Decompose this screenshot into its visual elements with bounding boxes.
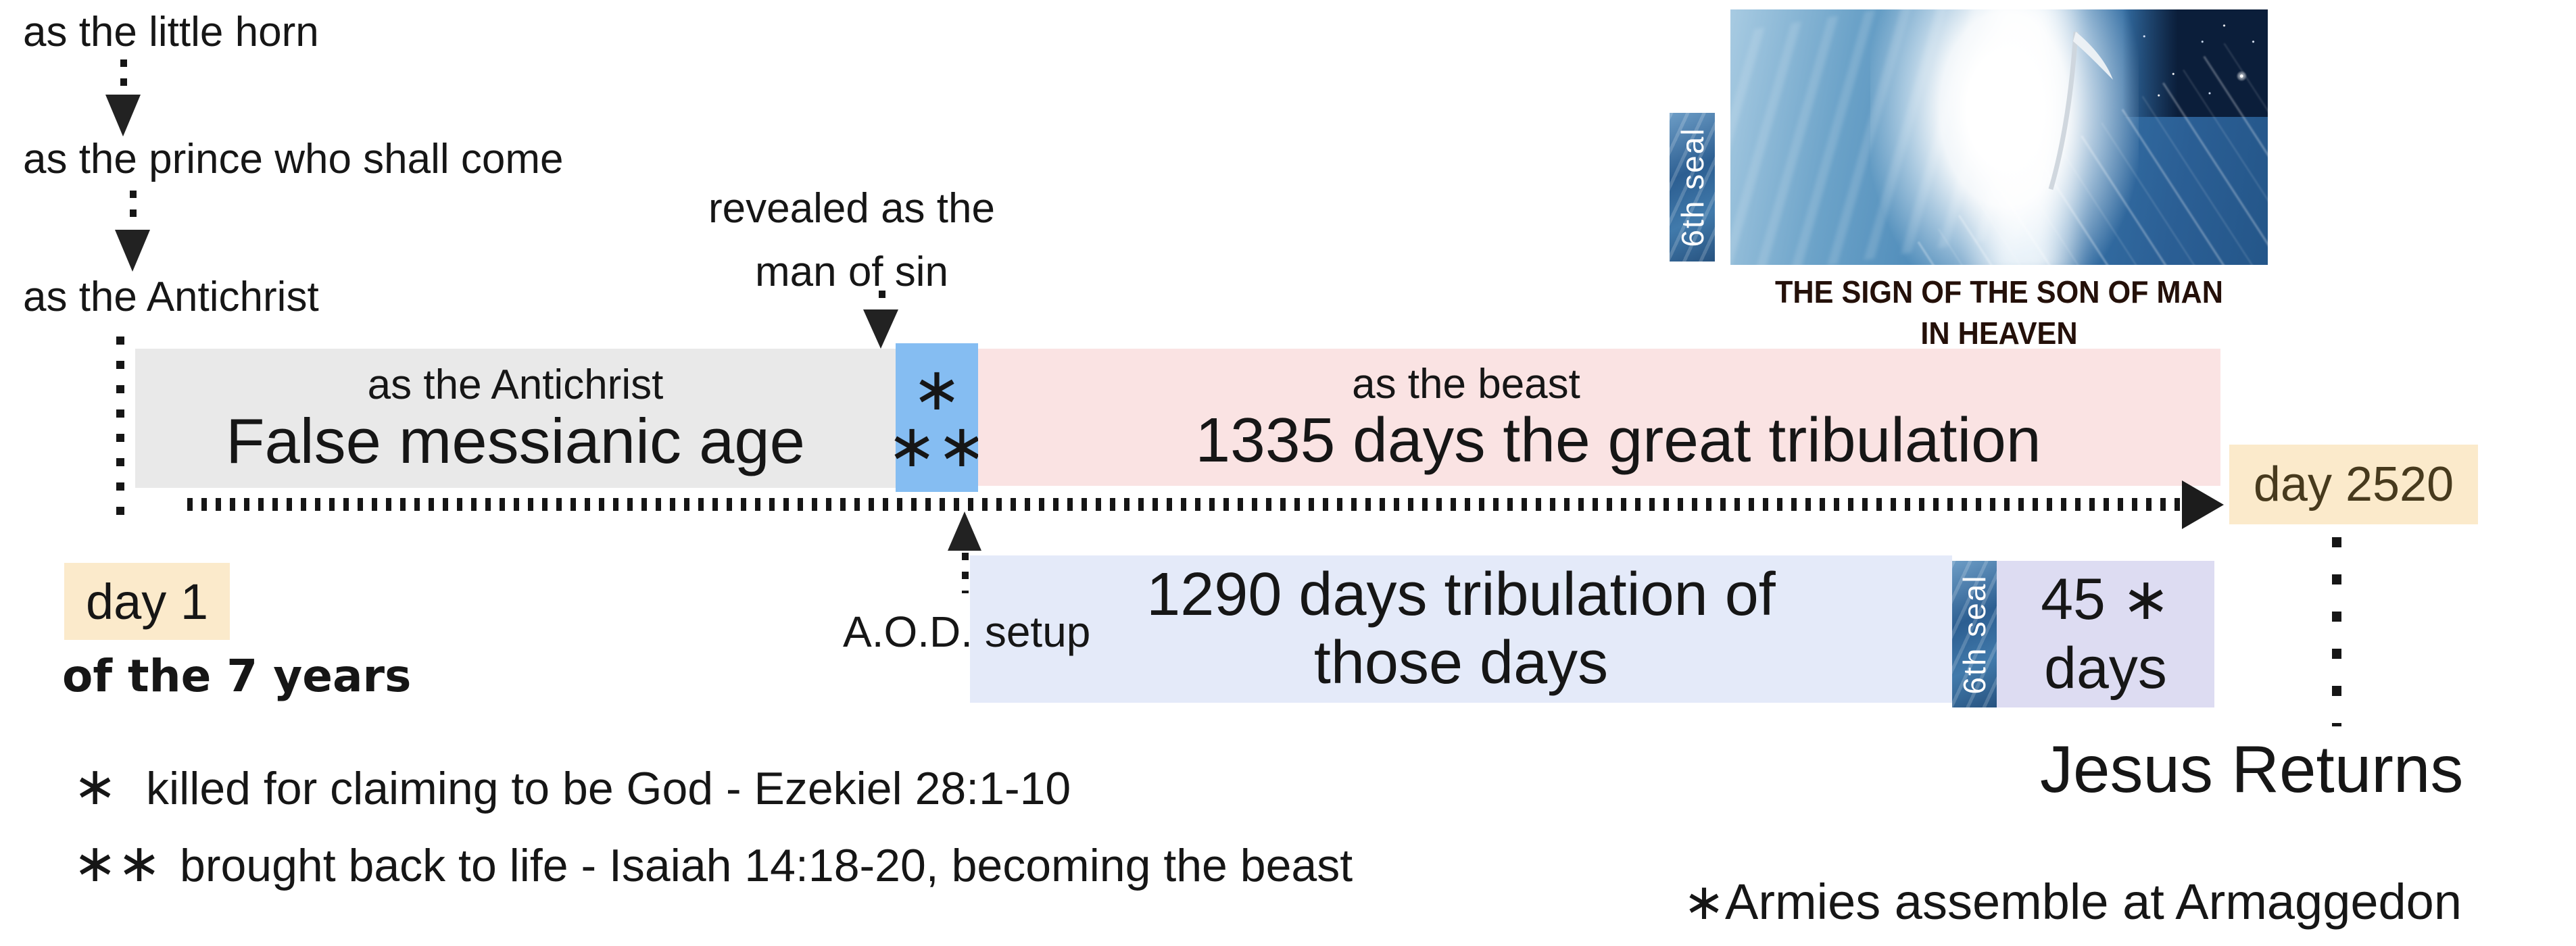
- heaven-caption: THE SIGN OF THE SON OF MAN IN HEAVEN: [1747, 272, 2252, 353]
- heaven-caption-line2: IN HEAVEN: [1920, 315, 2078, 351]
- starfield: [2122, 9, 2268, 117]
- footnote-brought-back-text: brought back to life - Isaiah 14:18-20, …: [180, 840, 1353, 891]
- aod-arrow-head: [948, 512, 981, 551]
- box-1290-line2: those days: [1313, 629, 1609, 697]
- scythe-icon: [2048, 31, 2113, 190]
- footnote-killed: ∗ killed for claiming to be God - Ezekiel…: [73, 755, 1071, 817]
- timeline-arrow-head: [2182, 480, 2224, 529]
- chain-arrow-shaft-2: [130, 191, 137, 228]
- asterisk-box: ∗ ∗∗: [887, 343, 987, 492]
- jesus-returns-label: Jesus Returns: [2040, 732, 2464, 806]
- footnote-killed-marker: ∗: [73, 756, 118, 816]
- revealed-arrow-head: [863, 309, 898, 349]
- day-2520-box: day 2520: [2229, 445, 2478, 524]
- sixth-seal-box-heaven: 6th seal: [1670, 113, 1715, 262]
- role-little-horn: as the little horn: [23, 9, 319, 55]
- footnote-brought-back: ∗∗ brought back to life - Isaiah 14:18-20…: [73, 832, 1353, 894]
- great-tribulation-box: as the beast 1335 days the great tribula…: [978, 349, 2220, 486]
- heaven-caption-line1: THE SIGN OF THE SON OF MAN: [1774, 274, 2224, 309]
- role-antichrist: as the Antichrist: [23, 274, 319, 320]
- day-1-box: day 1: [64, 563, 230, 640]
- footnote-armageddon: ∗Armies assemble at Armaggedon: [1683, 874, 2462, 930]
- footnote-killed-text: killed for claiming to be God - Ezekiel …: [146, 763, 1071, 814]
- tribulation-1290-box: 1290 days tribulation of those days: [970, 555, 1952, 703]
- pink-box-line1: as the beast: [1352, 360, 1580, 407]
- revealed-line2: man of sin: [754, 249, 949, 296]
- revealed-label: revealed as the man of sin: [642, 177, 1061, 304]
- asterisk-single: ∗: [912, 354, 962, 424]
- day-2520-label: day 2520: [2253, 457, 2454, 512]
- day1-dotted-line: [116, 337, 124, 524]
- sixth-seal-label-heaven: 6th seal: [1674, 127, 1710, 247]
- days-45-line2: days: [2044, 635, 2167, 701]
- revealed-line1: revealed as the: [708, 185, 995, 232]
- sixth-seal-label-timeline: 6th seal: [1957, 574, 1992, 695]
- chain-arrow-head-2: [115, 230, 150, 272]
- asterisk-double: ∗∗: [887, 411, 987, 480]
- revealed-arrow-shaft: [879, 291, 885, 311]
- box-1290-line1: 1290 days tribulation of: [1146, 561, 1776, 629]
- sixth-seal-box-timeline: 6th seal: [1952, 561, 1997, 707]
- seven-years-label: of the 7 years: [62, 650, 412, 702]
- timeline-dotted-line: [187, 498, 2181, 511]
- gray-box-line2: False messianic age: [226, 405, 805, 476]
- false-messianic-age-box: as the Antichrist False messianic age: [135, 349, 896, 488]
- chain-arrow-head-1: [105, 95, 141, 136]
- gray-box-line1: as the Antichrist: [367, 361, 664, 408]
- days-45-box: 45 ∗ days: [1997, 561, 2214, 707]
- role-prince: as the prince who shall come: [23, 136, 564, 182]
- aod-setup-label: A.O.D. setup: [843, 607, 1091, 656]
- days-45-line1: 45 ∗: [2041, 567, 2170, 632]
- aod-arrow-shaft: [962, 553, 969, 593]
- chain-arrow-shaft-1: [120, 59, 127, 95]
- footnote-brought-back-marker: ∗∗: [73, 833, 162, 893]
- son-of-man-image: [1730, 9, 2268, 265]
- day-1-label: day 1: [85, 573, 209, 630]
- day2520-dotted-line: [2332, 537, 2341, 726]
- pink-box-line2: 1335 days the great tribulation: [1195, 404, 2041, 475]
